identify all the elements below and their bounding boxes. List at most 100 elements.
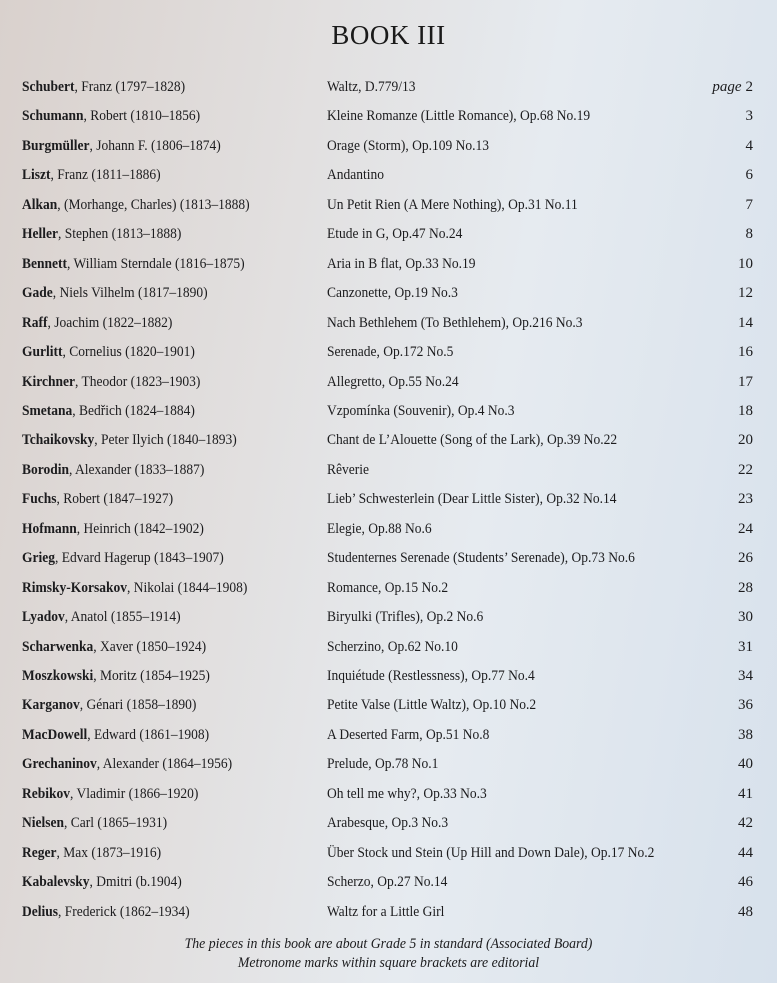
composer: Raff, Joachim (1822–1882) xyxy=(22,314,173,331)
book-title: BOOK III xyxy=(331,20,446,50)
page-number-value: 30 xyxy=(738,609,753,626)
composer-surname: Lyadov xyxy=(22,609,65,626)
composer-surname: Scharwenka xyxy=(22,638,94,655)
page-number: 22 xyxy=(738,459,753,481)
page-number-value: 16 xyxy=(738,344,753,361)
toc-entry: Reger, Max (1873–1916) Über Stock und Ste… xyxy=(0,842,777,864)
composer: MacDowell, Edward (1861–1908) xyxy=(22,726,210,743)
composer-details: Joachim (1822–1882) xyxy=(54,314,173,331)
piece-title: Orage (Storm), Op.109 No.13 xyxy=(327,137,489,154)
composer-surname: Raff xyxy=(22,314,48,331)
composer: Schubert, Franz (1797–1828) xyxy=(22,79,186,95)
composer-details: Dmitri (b.1904) xyxy=(96,874,182,891)
composer-details: Edvard Hagerup (1843–1907) xyxy=(61,550,224,567)
piece-title: Biryulki (Trifles), Op.2 No.6 xyxy=(327,609,484,626)
page-number: 8 xyxy=(746,223,754,245)
composer: Delius, Frederick (1862–1934) xyxy=(22,903,190,920)
toc-entry: Kabalevsky, Dmitri (b.1904) Scherzo, Op.2… xyxy=(0,871,777,893)
toc-entry: Schubert, Franz (1797–1828) Waltz, D.779/… xyxy=(0,76,777,98)
toc-entry: Smetana, Bedřich (1824–1884) Vzpomínka (S… xyxy=(0,400,777,422)
page-number: 10 xyxy=(738,253,753,275)
composer-surname: Schumann xyxy=(22,108,84,125)
composer-surname: Rimsky-Korsakov xyxy=(22,579,128,596)
piece-title: Elegie, Op.88 No.6 xyxy=(327,520,432,537)
page-number: 18 xyxy=(738,400,753,422)
page-number-value: 22 xyxy=(738,461,753,478)
composer-details: Theodor (1823–1903) xyxy=(81,373,201,390)
piece-title: Inquiétude (Restlessness), Op.77 No.4 xyxy=(327,668,535,684)
composer: Kirchner, Theodor (1823–1903) xyxy=(22,373,201,390)
page-number-value: 26 xyxy=(738,550,753,567)
page-number: 40 xyxy=(738,753,753,775)
composer: Bennett, William Sterndale (1816–1875) xyxy=(22,255,245,272)
page-number: 30 xyxy=(738,606,753,628)
composer-details: Heinrich (1842–1902) xyxy=(83,520,204,537)
composer-details: Johann F. (1806–1874) xyxy=(96,137,221,154)
toc-entry: Rimsky-Korsakov, Nikolai (1844–1908) Roma… xyxy=(0,577,777,599)
piece-title: Nach Bethlehem (To Bethlehem), Op.216 No… xyxy=(327,314,583,331)
piece-title: Über Stock und Stein (Up Hill and Down D… xyxy=(327,844,655,861)
composer: Alkan, (Morhange, Charles) (1813–1888) xyxy=(22,196,250,213)
composer-details: Alexander (1833–1887) xyxy=(75,461,205,478)
composer-details: Franz (1797–1828) xyxy=(81,79,186,95)
composer: Gurlitt, Cornelius (1820–1901) xyxy=(22,344,195,361)
toc-entry: Raff, Joachim (1822–1882) Nach Bethlehem … xyxy=(0,312,777,334)
page-number: 4 xyxy=(746,135,754,157)
page-number: 17 xyxy=(738,371,753,393)
page-number: 6 xyxy=(746,164,754,186)
piece-title: Chant de L’Alouette (Song of the Lark), … xyxy=(327,432,618,449)
page-number: 16 xyxy=(738,341,753,363)
composer-surname: Bennett xyxy=(22,255,67,272)
composer-details: Edward (1861–1908) xyxy=(93,726,210,743)
piece-title: Oh tell me why?, Op.33 No.3 xyxy=(327,785,487,802)
piece-title: Vzpomínka (Souvenir), Op.4 No.3 xyxy=(327,402,515,419)
composer-surname: Moszkowski xyxy=(22,668,94,684)
composer-surname: Gade xyxy=(22,285,53,302)
composer-surname: Hofmann xyxy=(22,520,77,537)
piece-title: Scherzino, Op.62 No.10 xyxy=(327,638,458,655)
page-number: 23 xyxy=(738,488,753,510)
page-number: 12 xyxy=(738,282,753,304)
composer-details: Génari (1858–1890) xyxy=(86,697,197,714)
composer-details: Alexander (1864–1956) xyxy=(102,756,233,773)
composer-details: Bedřich (1824–1884) xyxy=(79,402,195,419)
composer: Hofmann, Heinrich (1842–1902) xyxy=(22,520,204,537)
piece-title: Scherzo, Op.27 No.14 xyxy=(327,874,448,891)
toc-entry: Borodin, Alexander (1833–1887) Rêverie 22 xyxy=(0,459,777,481)
piece-title: Un Petit Rien (A Mere Nothing), Op.31 No… xyxy=(327,196,578,213)
page-number-value: 12 xyxy=(738,285,753,302)
page-number-value: 3 xyxy=(745,108,754,125)
page-number: 7 xyxy=(746,194,754,216)
composer-details: Vladimir (1866–1920) xyxy=(76,785,199,802)
toc-entry: Bennett, William Sterndale (1816–1875) Ar… xyxy=(0,253,777,275)
composer: Gade, Niels Vilhelm (1817–1890) xyxy=(22,285,208,302)
piece-title: Etude in G, Op.47 No.24 xyxy=(327,226,463,243)
page-number: 31 xyxy=(738,636,753,658)
page-number-value: 2 xyxy=(745,79,754,95)
page-number: 46 xyxy=(738,871,753,893)
piece-title: Studenternes Serenade (Students’ Serenad… xyxy=(327,550,635,567)
page-number: page 2 xyxy=(712,76,753,98)
piece-title: Arabesque, Op.3 No.3 xyxy=(327,815,449,832)
toc-entry: Liszt, Franz (1811–1886) Andantino 6 xyxy=(0,164,777,186)
piece-title: Aria in B flat, Op.33 No.19 xyxy=(327,255,476,272)
composer-surname: Karganov xyxy=(22,697,80,714)
footer-grade-note: The pieces in this book are about Grade … xyxy=(184,936,593,952)
composer: Schumann, Robert (1810–1856) xyxy=(22,108,201,125)
toc-entry: Karganov, Génari (1858–1890) Petite Valse… xyxy=(0,694,777,716)
toc-entry: Moszkowski, Moritz (1854–1925) Inquiétude… xyxy=(0,665,777,687)
page-number-value: 18 xyxy=(738,402,753,419)
composer: Fuchs, Robert (1847–1927) xyxy=(22,491,174,508)
page-number: 20 xyxy=(738,429,753,451)
composer-details: Franz (1811–1886) xyxy=(57,167,161,184)
page-number: 44 xyxy=(738,842,753,864)
composer-surname: Tchaikovsky xyxy=(22,432,95,449)
composer-details: Robert (1847–1927) xyxy=(63,491,174,508)
toc-entry: Tchaikovsky, Peter Ilyich (1840–1893) Cha… xyxy=(0,429,777,451)
composer: Borodin, Alexander (1833–1887) xyxy=(22,461,205,478)
toc-entry: Heller, Stephen (1813–1888) Etude in G, O… xyxy=(0,223,777,245)
piece-title: Allegretto, Op.55 No.24 xyxy=(327,373,459,390)
composer-surname: MacDowell xyxy=(22,726,88,743)
composer-details: Anatol (1855–1914) xyxy=(70,609,181,626)
composer-details: Niels Vilhelm (1817–1890) xyxy=(59,285,208,302)
